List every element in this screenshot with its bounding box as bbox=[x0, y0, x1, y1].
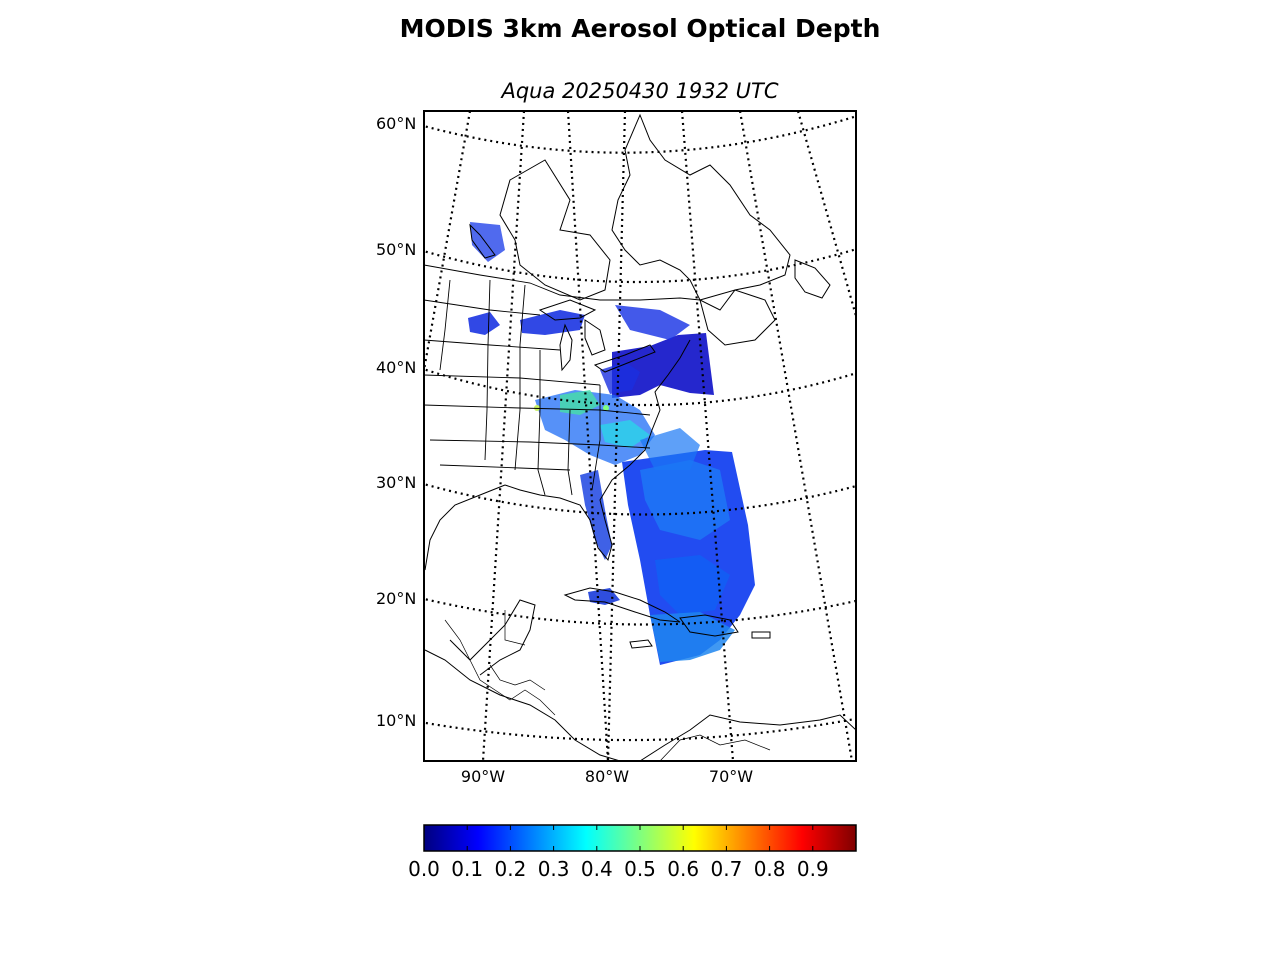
lon-label-70w: 70°W bbox=[708, 767, 754, 786]
aod-patch-hudson bbox=[470, 222, 505, 262]
coast-hudson-bay bbox=[499, 159, 611, 301]
colorbar-tick-label: 0.0 bbox=[408, 857, 440, 881]
state-line bbox=[424, 299, 541, 316]
colorbar-tick-label: 0.7 bbox=[710, 857, 743, 881]
state-borders bbox=[424, 264, 701, 496]
state-line bbox=[424, 339, 561, 351]
coast-yucatan bbox=[449, 599, 536, 676]
state-line bbox=[567, 409, 573, 496]
lat-label-50n: 50°N bbox=[376, 240, 417, 259]
country-border bbox=[489, 664, 546, 691]
lake-huron bbox=[584, 319, 606, 356]
coast-jamaica bbox=[629, 639, 653, 649]
meridian-90w bbox=[481, 111, 526, 761]
state-line bbox=[514, 284, 526, 471]
coast-south-america bbox=[639, 714, 856, 761]
coast-newfoundland bbox=[794, 259, 831, 299]
lon-label-80w: 80°W bbox=[584, 767, 630, 786]
lat-label-10n: 10°N bbox=[376, 711, 417, 730]
parallel-10n bbox=[424, 717, 856, 742]
colorbar-tick-label: 0.1 bbox=[451, 857, 484, 881]
parallel-50n bbox=[424, 248, 856, 284]
map-frame bbox=[423, 110, 857, 762]
meridian-75w bbox=[606, 111, 627, 761]
chart-title: MODIS 3km Aerosol Optical Depth bbox=[399, 14, 881, 43]
aod-patch-ontario bbox=[520, 310, 585, 335]
map-subtitle: Aqua 20250430 1932 UTC bbox=[501, 79, 779, 103]
country-border bbox=[659, 734, 771, 761]
coast-east-us bbox=[504, 339, 691, 562]
coast-labrador bbox=[611, 113, 791, 311]
coast-hispaniola bbox=[679, 614, 739, 637]
aod-swath-northeast bbox=[612, 333, 714, 398]
meridian-65w bbox=[738, 111, 854, 761]
aod-patch-atlantic-blue bbox=[655, 555, 730, 615]
aod-patch-atlantic-light bbox=[640, 460, 730, 540]
colorbar-tick-label: 0.2 bbox=[494, 857, 527, 881]
colorbar-tick-marks bbox=[423, 825, 814, 851]
country-border bbox=[444, 619, 471, 661]
aod-patch-coastal bbox=[640, 428, 700, 470]
colorbar-tick-label: 0.9 bbox=[796, 857, 829, 881]
colorbar-tick-label: 0.5 bbox=[624, 857, 656, 881]
aod-patch-quebec bbox=[615, 305, 690, 340]
coast-gulf bbox=[424, 484, 506, 571]
state-line bbox=[424, 404, 651, 416]
country-border bbox=[469, 659, 556, 716]
state-line bbox=[439, 279, 451, 371]
lat-label-40n: 40°N bbox=[376, 358, 417, 377]
parallel-40n bbox=[424, 368, 856, 407]
lake-erie-ontario bbox=[593, 344, 656, 373]
graticule bbox=[424, 111, 856, 761]
colorbar-tick-label: 0.4 bbox=[580, 857, 613, 881]
map-content bbox=[424, 111, 856, 761]
central-america-borders bbox=[444, 610, 771, 761]
meridian-60w bbox=[796, 111, 856, 320]
lon-label-90w: 90°W bbox=[460, 767, 506, 786]
coast-nova-scotia bbox=[699, 289, 776, 346]
lat-label-30n: 30°N bbox=[376, 473, 417, 492]
aod-patch-carolinas bbox=[600, 420, 650, 448]
state-line bbox=[439, 464, 571, 471]
lake-michigan bbox=[559, 323, 573, 372]
lake-winnipeg bbox=[469, 223, 496, 259]
meridian-70w bbox=[680, 111, 735, 761]
colorbar-tick-label: 0.3 bbox=[537, 857, 570, 881]
meridian-95w bbox=[424, 111, 472, 371]
parallel-30n bbox=[424, 482, 856, 516]
aod-point-mid bbox=[603, 405, 609, 411]
state-line bbox=[484, 279, 491, 461]
state-line bbox=[429, 439, 651, 449]
lake-superior bbox=[538, 299, 597, 321]
colorbar-tick-label: 0.6 bbox=[667, 857, 700, 881]
state-line bbox=[537, 350, 546, 496]
border-us-canada bbox=[424, 264, 701, 301]
colorbar-tick-label: 0.8 bbox=[753, 857, 786, 881]
aod-patch-minnesota bbox=[468, 312, 500, 335]
coast-central-america bbox=[424, 649, 621, 761]
lat-label-60n: 60°N bbox=[376, 114, 417, 133]
parallel-20n bbox=[424, 597, 856, 626]
aod-patch-florida bbox=[580, 470, 612, 560]
coast-puerto-rico bbox=[751, 631, 771, 639]
state-line bbox=[591, 385, 601, 491]
coastlines bbox=[424, 113, 856, 761]
country-border bbox=[504, 610, 526, 646]
lat-label-20n: 20°N bbox=[376, 589, 417, 608]
meridian-80w bbox=[566, 111, 610, 761]
coast-cuba bbox=[563, 587, 681, 623]
parallel-60n bbox=[424, 115, 856, 154]
